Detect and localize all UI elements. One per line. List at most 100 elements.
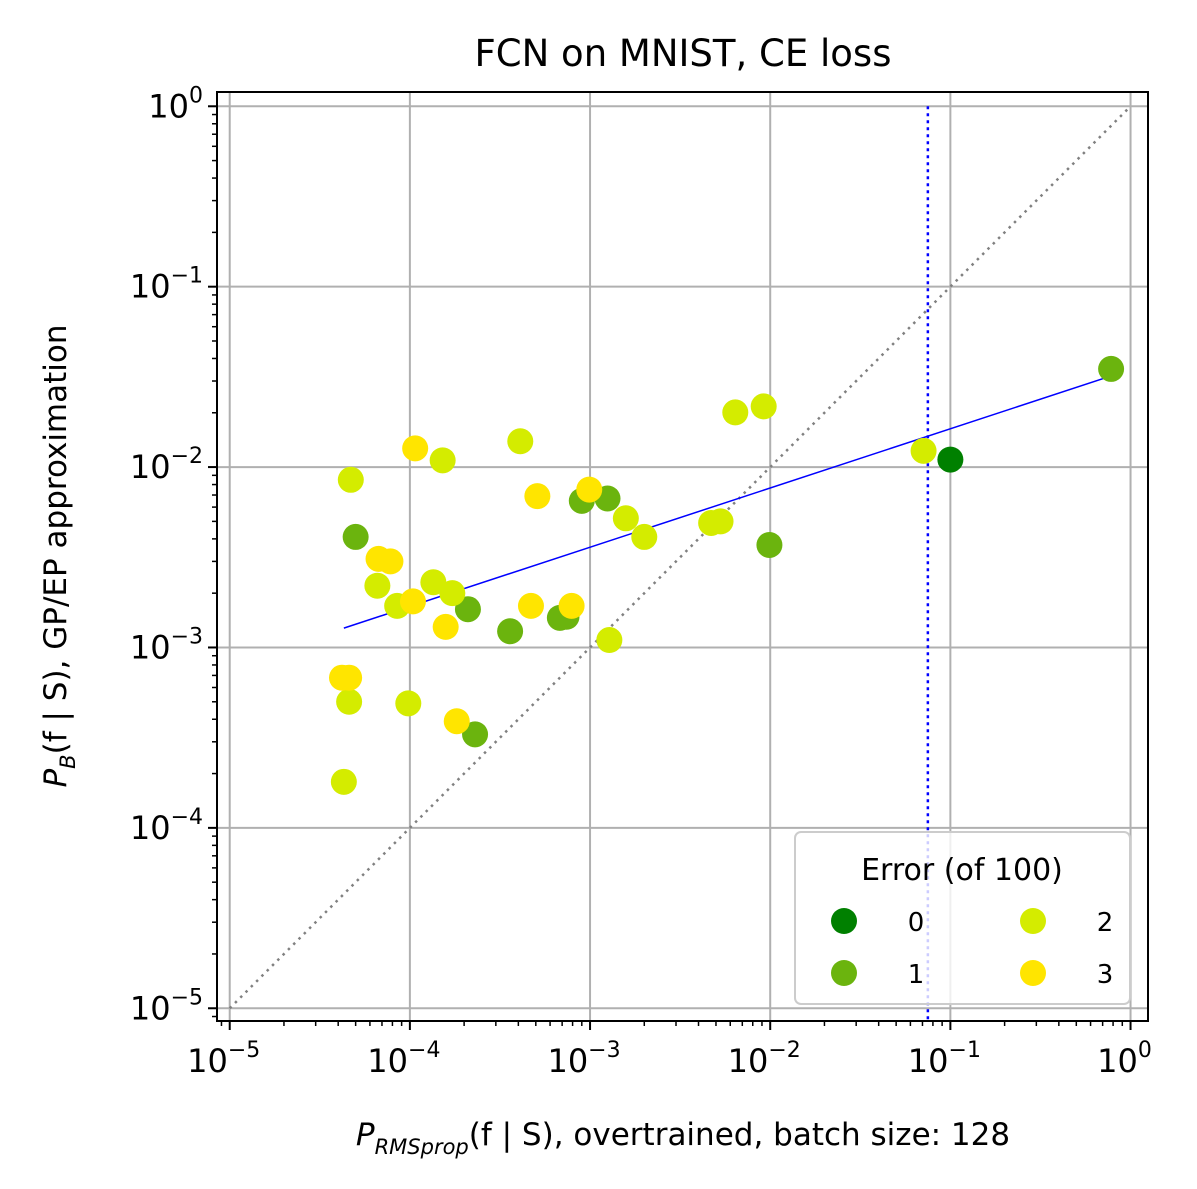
data-point-error-3-9 [524, 483, 551, 510]
data-point-error-2-3 [364, 572, 391, 599]
data-point-error-1-2 [462, 721, 489, 748]
chart-title: FCN on MNIST, CE loss [475, 32, 892, 75]
data-point-error-2-8 [439, 580, 466, 607]
data-point-error-2-6 [420, 569, 447, 596]
y-tick-label-exponent: −1 [171, 264, 203, 289]
regression-fit-line [343, 375, 1112, 629]
x-axis-label-symbol: P [356, 1117, 375, 1153]
data-points [329, 355, 1125, 795]
data-point-error-2-16 [750, 393, 777, 420]
data-point-error-3-7 [443, 708, 470, 735]
data-point-error-2-0 [330, 768, 357, 795]
legend-entries: 0 1 2 3 [831, 908, 1113, 990]
x-tick-label-base: 10 [367, 1042, 408, 1080]
data-point-error-2-10 [596, 627, 623, 654]
y-tick-label-base: 10 [130, 448, 171, 486]
x-tick-label-0: 10−5 [187, 1038, 260, 1080]
legend-marker-0 [831, 908, 857, 934]
legend-marker-1 [831, 960, 857, 986]
tick-labels: 10−5 10−4 10−3 10−2 10−1 10010−510−410−310−21… [130, 83, 1152, 1080]
x-tick-label-exponent: −3 [588, 1038, 620, 1063]
y-axis-label-suffix: , GP/EP approximation [38, 324, 74, 669]
data-point-error-3-3 [377, 548, 404, 575]
legend: Error (of 100) 0 1 2 3 [794, 831, 1131, 1005]
x-tick-label-5: 100 [1097, 1038, 1152, 1080]
data-point-error-2-5 [395, 690, 422, 717]
data-point-error-1-3 [497, 618, 524, 645]
y-tick-label-exponent: 0 [189, 83, 203, 108]
x-tick-label-base: 10 [728, 1042, 769, 1080]
data-point-error-2-2 [337, 466, 364, 493]
y-axis-label-symbol: P [38, 769, 74, 788]
data-point-error-2-1 [336, 688, 363, 715]
legend-label-3: 3 [1097, 960, 1114, 990]
y-tick-label-base: 10 [130, 628, 171, 666]
data-point-error-0-0 [937, 446, 964, 473]
data-point-error-1-8 [756, 531, 783, 558]
data-point-error-3-1 [336, 664, 363, 691]
y-tick-label-base: 10 [130, 989, 171, 1027]
y-tick-label-exponent: −2 [171, 444, 203, 469]
x-tick-label-exponent: −5 [228, 1038, 260, 1063]
diagonal-reference-line [228, 105, 1132, 1010]
x-tick-label-base: 10 [547, 1042, 588, 1080]
legend-label-2: 2 [1097, 908, 1114, 938]
x-tick-label-exponent: −1 [949, 1038, 981, 1063]
y-tick-label-base: 10 [148, 87, 189, 125]
legend-label-0: 0 [908, 908, 925, 938]
data-point-error-3-8 [517, 592, 544, 619]
y-axis-label-args: (f | S) [38, 669, 74, 754]
y-tick-label-exponent: −3 [171, 624, 203, 649]
y-tick-label-5: 100 [148, 83, 203, 125]
plot-frame [216, 91, 1149, 1022]
y-axis-label-subscript: B [56, 754, 80, 768]
x-tick-label-4: 10−1 [908, 1038, 981, 1080]
data-point-error-2-9 [507, 428, 534, 455]
data-point-error-1-9 [1098, 355, 1125, 382]
y-tick-label-1: 10−4 [130, 805, 203, 847]
x-tick-label-2: 10−3 [547, 1038, 620, 1080]
x-tick-label-3: 10−2 [728, 1038, 801, 1080]
legend-label-1: 1 [908, 960, 925, 990]
y-tick-label-base: 10 [130, 809, 171, 847]
data-point-error-2-17 [910, 437, 937, 464]
data-point-error-1-1 [454, 596, 481, 623]
data-point-error-3-11 [576, 476, 603, 503]
y-tick-label-exponent: −4 [171, 805, 203, 830]
y-tick-label-3: 10−2 [130, 444, 203, 486]
data-point-error-2-7 [429, 447, 456, 474]
x-tick-label-exponent: −4 [408, 1038, 440, 1063]
x-tick-label-1: 10−4 [367, 1038, 440, 1080]
x-tick-label-base: 10 [1097, 1042, 1138, 1080]
y-tick-label-base: 10 [130, 268, 171, 306]
x-tick-label-exponent: −2 [768, 1038, 800, 1063]
x-tick-label-base: 10 [908, 1042, 949, 1080]
data-point-error-3-4 [399, 588, 426, 615]
legend-box [794, 831, 1131, 1005]
data-point-error-2-11 [612, 505, 639, 532]
y-axis-label: PB(f | S), GP/EP approximation [38, 324, 80, 787]
data-point-error-2-14 [707, 508, 734, 535]
x-axis-label: PRMSprop(f | S), overtrained, batch size… [356, 1117, 1010, 1159]
data-point-error-3-6 [432, 613, 459, 640]
data-point-error-3-5 [402, 435, 429, 462]
reference-lines [228, 105, 1132, 1021]
legend-marker-2 [1020, 908, 1046, 934]
legend-marker-3 [1020, 960, 1046, 986]
grid [217, 92, 1148, 1021]
legend-title: Error (of 100) [861, 853, 1063, 888]
data-point-error-3-10 [558, 592, 585, 619]
x-axis-label-subscript: RMSprop [375, 1135, 469, 1159]
data-point-error-2-12 [631, 523, 658, 550]
data-point-error-1-0 [342, 523, 369, 550]
x-tick-label-base: 10 [187, 1042, 228, 1080]
y-tick-label-0: 10−5 [130, 985, 203, 1027]
x-axis-label-suffix: , overtrained, batch size: 128 [554, 1117, 1010, 1153]
axis-ticks [208, 105, 1132, 1030]
x-axis-label-args: (f | S) [469, 1117, 554, 1153]
data-point-error-2-15 [722, 399, 749, 426]
y-tick-label-2: 10−3 [130, 624, 203, 666]
x-tick-label-exponent: 0 [1138, 1038, 1152, 1063]
y-tick-label-4: 10−1 [130, 264, 203, 306]
